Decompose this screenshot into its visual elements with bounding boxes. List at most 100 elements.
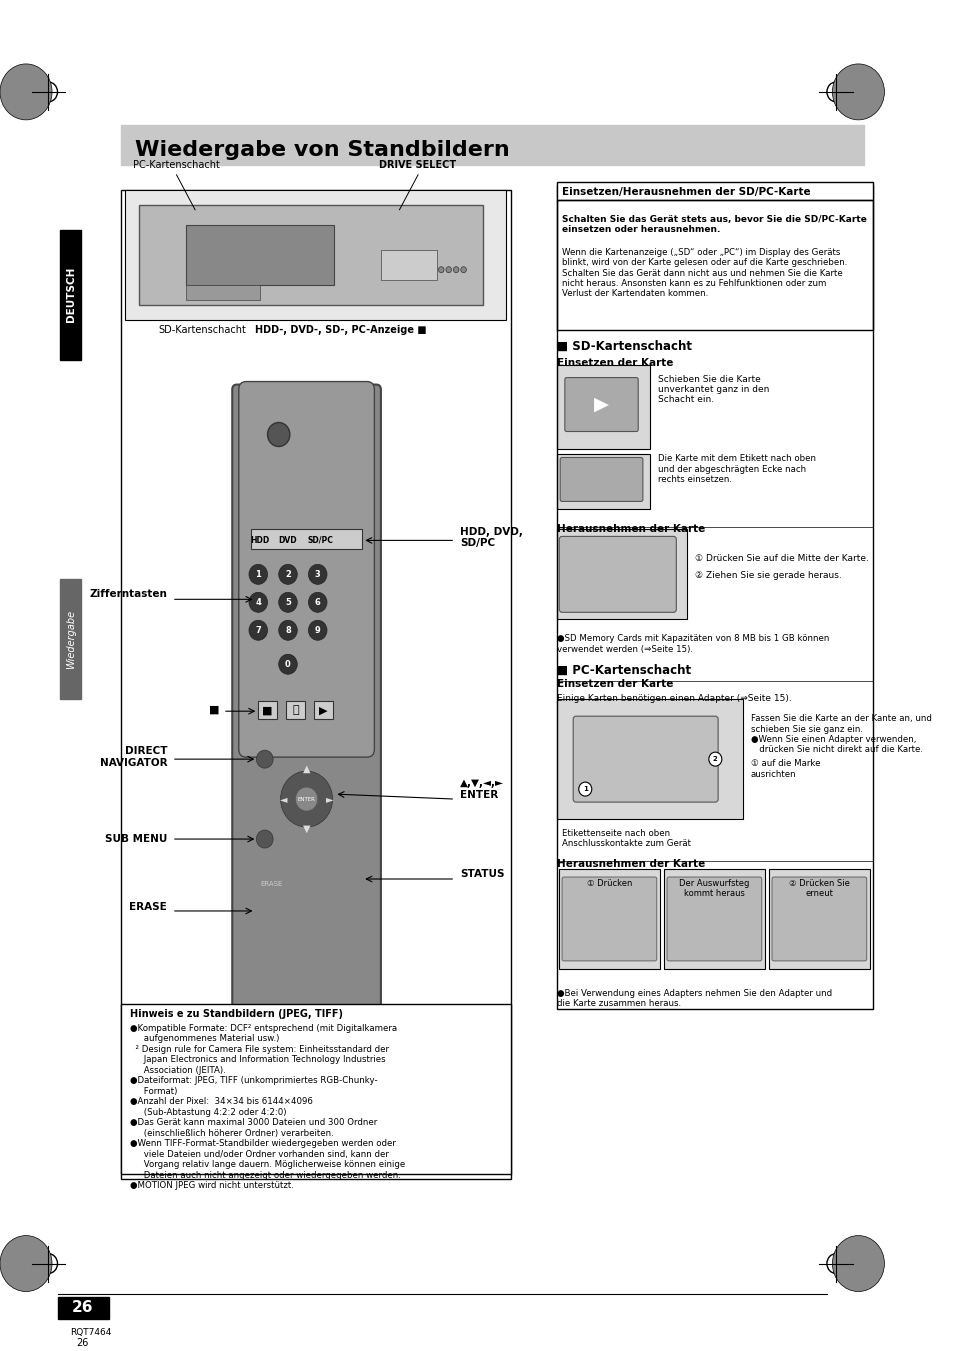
Text: Fassen Sie die Karte an der Kante an, und
schieben Sie sie ganz ein.
●Wenn Sie e: Fassen Sie die Karte an der Kante an, un… — [750, 715, 930, 754]
Text: ⏸: ⏸ — [292, 705, 298, 715]
Text: ►: ► — [326, 794, 334, 804]
Text: 1: 1 — [582, 786, 587, 792]
Text: ① Drücken Sie auf die Mitte der Karte.: ① Drücken Sie auf die Mitte der Karte. — [694, 554, 868, 563]
Text: HDD-, DVD-, SD-, PC-Anzeige ■: HDD-, DVD-, SD-, PC-Anzeige ■ — [255, 324, 427, 335]
Circle shape — [267, 423, 290, 446]
Circle shape — [249, 620, 267, 640]
Circle shape — [278, 620, 297, 640]
Text: Der Auswurfsteg
kommt heraus: Der Auswurfsteg kommt heraus — [679, 880, 749, 898]
Circle shape — [308, 565, 327, 585]
Text: DEUTSCH: DEUTSCH — [66, 267, 75, 323]
Text: 7: 7 — [255, 626, 261, 635]
FancyBboxPatch shape — [564, 377, 638, 431]
Circle shape — [453, 266, 458, 273]
Text: 0: 0 — [285, 659, 291, 669]
Bar — [121, 1004, 511, 1174]
Circle shape — [308, 592, 327, 612]
Bar — [121, 189, 511, 1178]
Text: ① Drücken: ① Drücken — [586, 880, 632, 888]
Bar — [557, 365, 650, 450]
FancyBboxPatch shape — [771, 877, 866, 961]
Bar — [57, 1297, 109, 1319]
Text: ●MOTION JPEG wird nicht unterstützt.: ●MOTION JPEG wird nicht unterstützt. — [130, 1181, 294, 1190]
Text: SD-Kartenschacht: SD-Kartenschacht — [158, 324, 246, 335]
Text: ▲,▼,◄,►
ENTER: ▲,▼,◄,► ENTER — [459, 778, 503, 800]
Text: 2: 2 — [285, 570, 291, 578]
Text: 26: 26 — [76, 1339, 89, 1348]
Bar — [251, 530, 362, 550]
Text: Dateien auch nicht angezeigt oder wiedergegeben werden.: Dateien auch nicht angezeigt oder wieder… — [130, 1171, 400, 1179]
Text: 9: 9 — [314, 626, 320, 635]
Text: 8: 8 — [285, 626, 291, 635]
Circle shape — [295, 788, 317, 811]
Text: Zifferntasten: Zifferntasten — [90, 589, 167, 600]
Text: Japan Electronics and Information Technology Industries: Japan Electronics and Information Techno… — [130, 1055, 385, 1065]
FancyBboxPatch shape — [666, 877, 761, 961]
Text: ●Dateiformat: JPEG, TIFF (unkomprimiertes RGB-Chunky-: ●Dateiformat: JPEG, TIFF (unkomprimierte… — [130, 1077, 377, 1085]
Text: Schalten Sie das Gerät stets aus, bevor Sie die SD/PC-Karte
einsetzen oder herau: Schalten Sie das Gerät stets aus, bevor … — [561, 215, 866, 234]
Bar — [557, 530, 687, 619]
Circle shape — [832, 63, 883, 120]
Text: ■: ■ — [262, 705, 273, 715]
Circle shape — [280, 771, 333, 827]
Circle shape — [278, 565, 297, 585]
Bar — [186, 285, 260, 300]
Bar — [558, 869, 659, 969]
Text: Vorgang relativ lange dauern. Möglicherweise können einige: Vorgang relativ lange dauern. Möglicherw… — [130, 1161, 405, 1169]
Circle shape — [832, 1236, 883, 1292]
Text: ▶: ▶ — [318, 705, 327, 715]
Text: SUB MENU: SUB MENU — [105, 834, 167, 844]
Circle shape — [256, 750, 273, 769]
Bar — [557, 700, 742, 819]
Circle shape — [708, 753, 721, 766]
Text: ●Das Gerät kann maximal 3000 Dateien und 300 Ordner: ●Das Gerät kann maximal 3000 Dateien und… — [130, 1119, 377, 1127]
Bar — [139, 205, 482, 305]
Text: Einige Karten benötigen einen Adapter (⇒Seite 15).: Einige Karten benötigen einen Adapter (⇒… — [557, 694, 791, 704]
Text: HDD: HDD — [251, 536, 270, 544]
Text: ■ SD-Kartenschacht: ■ SD-Kartenschacht — [557, 339, 692, 353]
Text: Einsetzen/Herausnehmen der SD/PC-Karte: Einsetzen/Herausnehmen der SD/PC-Karte — [561, 186, 810, 197]
Bar — [121, 124, 863, 165]
Bar — [557, 454, 650, 509]
Text: (einschließlich höherer Ordner) verarbeiten.: (einschließlich höherer Ordner) verarbei… — [130, 1128, 334, 1138]
Text: ●Kompatible Formate: DCF² entsprechend (mit Digitalkamera: ●Kompatible Formate: DCF² entsprechend (… — [130, 1024, 396, 1032]
Text: PC-Kartenschacht: PC-Kartenschacht — [132, 159, 220, 170]
Text: 4: 4 — [255, 597, 261, 607]
Text: ■: ■ — [209, 704, 219, 715]
Circle shape — [438, 266, 443, 273]
Bar — [557, 200, 872, 1009]
FancyBboxPatch shape — [238, 381, 374, 757]
Text: 5: 5 — [285, 597, 291, 607]
Text: ERASE: ERASE — [260, 881, 282, 888]
Text: 6: 6 — [314, 597, 320, 607]
Text: DVD: DVD — [278, 536, 297, 544]
Text: ●Wenn TIFF-Format-Standbilder wiedergegeben werden oder: ●Wenn TIFF-Format-Standbilder wiedergege… — [130, 1139, 395, 1148]
Text: viele Dateien und/oder Ordner vorhanden sind, kann der: viele Dateien und/oder Ordner vorhanden … — [130, 1150, 389, 1159]
Text: ■ PC-Kartenschacht: ■ PC-Kartenschacht — [557, 665, 691, 677]
Text: (Sub-Abtastung 4:2:2 oder 4:2:0): (Sub-Abtastung 4:2:2 oder 4:2:0) — [130, 1108, 286, 1117]
Text: ① auf die Marke
ausrichten: ① auf die Marke ausrichten — [750, 759, 820, 778]
Text: Einsetzen der Karte: Einsetzen der Karte — [557, 680, 673, 689]
Text: ▼: ▼ — [302, 824, 310, 834]
Bar — [768, 869, 868, 969]
Text: Hinweis e zu Standbildern (JPEG, TIFF): Hinweis e zu Standbildern (JPEG, TIFF) — [130, 1009, 343, 1019]
Text: ² Design rule for Camera File system: Einheitsstandard der: ² Design rule for Camera File system: Ei… — [130, 1044, 389, 1054]
Text: STATUS: STATUS — [459, 869, 504, 880]
Text: ② Drücken Sie
erneut: ② Drücken Sie erneut — [788, 880, 849, 898]
Text: Panasonic: Panasonic — [278, 1063, 334, 1074]
Circle shape — [308, 620, 327, 640]
Bar — [380, 250, 436, 280]
Text: ② Ziehen Sie sie gerade heraus.: ② Ziehen Sie sie gerade heraus. — [694, 571, 841, 581]
Bar — [60, 230, 81, 359]
Circle shape — [249, 592, 267, 612]
Text: Wiedergabe: Wiedergabe — [66, 609, 75, 669]
Text: Association (JEITA).: Association (JEITA). — [130, 1066, 226, 1075]
Circle shape — [278, 654, 297, 674]
FancyBboxPatch shape — [573, 716, 718, 802]
Text: Schieben Sie die Karte
unverkantet ganz in den
Schacht ein.: Schieben Sie die Karte unverkantet ganz … — [657, 374, 768, 404]
Bar — [286, 701, 304, 719]
FancyBboxPatch shape — [232, 385, 380, 1104]
Bar — [125, 189, 506, 320]
Bar — [186, 224, 335, 285]
Circle shape — [460, 266, 466, 273]
